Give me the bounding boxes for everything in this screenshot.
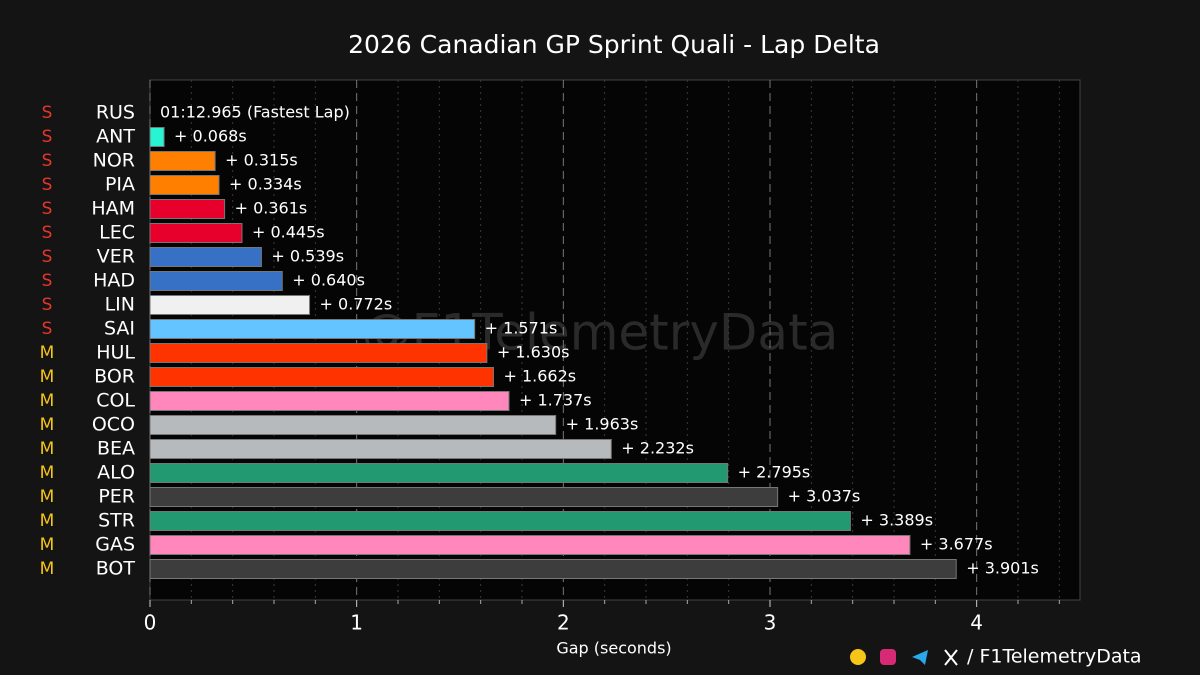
value-label: + 0.640s	[292, 271, 365, 290]
y-tick-label: ALO	[97, 462, 135, 484]
value-label: + 3.901s	[966, 559, 1039, 578]
value-label: + 1.963s	[566, 415, 639, 434]
bar	[149, 343, 488, 363]
value-label: + 0.315s	[225, 151, 298, 170]
value-label: + 3.677s	[920, 535, 993, 554]
x-tick-label: 0	[144, 611, 157, 635]
y-tick-label: HUL	[96, 342, 135, 364]
y-tick-label: LIN	[105, 294, 135, 316]
bar	[149, 535, 911, 555]
tyre-label: S	[42, 127, 53, 147]
bar	[149, 319, 476, 339]
y-tick-label: NOR	[93, 150, 135, 172]
value-label: + 0.334s	[229, 175, 302, 194]
value-label: + 1.571s	[485, 319, 558, 338]
value-label: + 0.068s	[174, 127, 247, 146]
y-tick-label: BEA	[97, 438, 135, 460]
bar	[149, 439, 612, 459]
y-tick-label: PIA	[105, 174, 135, 196]
value-label: + 0.361s	[235, 199, 308, 218]
y-tick-label: ANT	[96, 126, 135, 148]
value-label: + 1.630s	[497, 343, 570, 362]
tyre-label: M	[40, 391, 55, 411]
y-tick-label: STR	[98, 510, 135, 532]
y-tick-label: BOR	[94, 366, 135, 388]
bar	[149, 127, 165, 147]
tyre-label: M	[40, 463, 55, 483]
y-tick-label: GAS	[95, 534, 135, 556]
tyre-label: M	[40, 535, 55, 555]
tyre-label: S	[42, 295, 53, 315]
tyre-label: S	[42, 319, 53, 339]
bar	[149, 223, 243, 243]
y-tick-label: HAD	[93, 270, 135, 292]
tyre-label: S	[42, 271, 53, 291]
handle: / F1TelemetryData	[967, 646, 1142, 668]
tyre-label: M	[40, 487, 55, 507]
y-tick-label: HAM	[91, 198, 135, 220]
icon	[912, 650, 928, 665]
bar	[149, 247, 262, 267]
tyre-label: M	[40, 343, 55, 363]
bar	[149, 175, 220, 195]
y-tick-label: SAI	[104, 318, 135, 340]
tyre-label: S	[42, 103, 53, 123]
bar	[149, 199, 226, 219]
bar	[149, 295, 311, 315]
y-tick-label: LEC	[99, 222, 135, 244]
tyre-label: S	[42, 199, 53, 219]
value-label: + 2.795s	[738, 463, 811, 482]
bar	[149, 367, 494, 387]
x-axis-label: Gap (seconds)	[556, 639, 671, 658]
value-label: + 1.662s	[503, 367, 576, 386]
bar	[149, 151, 216, 171]
tyre-label: M	[40, 511, 55, 531]
x-tick-label: 3	[764, 611, 777, 635]
x-tick-label: 4	[970, 611, 983, 635]
y-tick-label: VER	[97, 246, 135, 268]
value-label: 01:12.965 (Fastest Lap)	[160, 103, 350, 122]
x-tick-label: 1	[350, 611, 363, 635]
value-label: + 2.232s	[621, 439, 694, 458]
bar	[149, 271, 283, 291]
tyre-label: M	[40, 559, 55, 579]
y-tick-label: RUS	[96, 102, 135, 124]
value-label: + 0.772s	[320, 295, 393, 314]
bar	[149, 415, 557, 435]
value-label: + 0.445s	[252, 223, 325, 242]
y-tick-label: COL	[96, 390, 135, 412]
tyre-label: S	[42, 175, 53, 195]
social-icons	[850, 649, 958, 666]
value-label: + 0.539s	[271, 247, 344, 266]
tyre-label: M	[40, 439, 55, 459]
bar	[149, 559, 957, 579]
icon	[944, 649, 958, 666]
tyre-label: M	[40, 367, 55, 387]
chart-title: 2026 Canadian GP Sprint Quali - Lap Delt…	[348, 30, 880, 59]
tyre-label: S	[42, 223, 53, 243]
tyre-label: S	[42, 247, 53, 267]
value-label: + 1.737s	[519, 391, 592, 410]
bar	[149, 511, 851, 531]
bar	[149, 391, 510, 411]
y-tick-label: BOT	[96, 558, 136, 580]
y-tick-label: PER	[98, 486, 135, 508]
value-label: + 3.037s	[788, 487, 861, 506]
value-label: + 3.389s	[860, 511, 933, 530]
bar	[149, 463, 729, 483]
x-tick-label: 2	[557, 611, 570, 635]
bar	[149, 487, 779, 507]
tyre-label: S	[42, 151, 53, 171]
y-tick-label: OCO	[92, 414, 135, 436]
icon	[880, 649, 896, 665]
icon	[850, 649, 866, 665]
tyre-label: M	[40, 415, 55, 435]
